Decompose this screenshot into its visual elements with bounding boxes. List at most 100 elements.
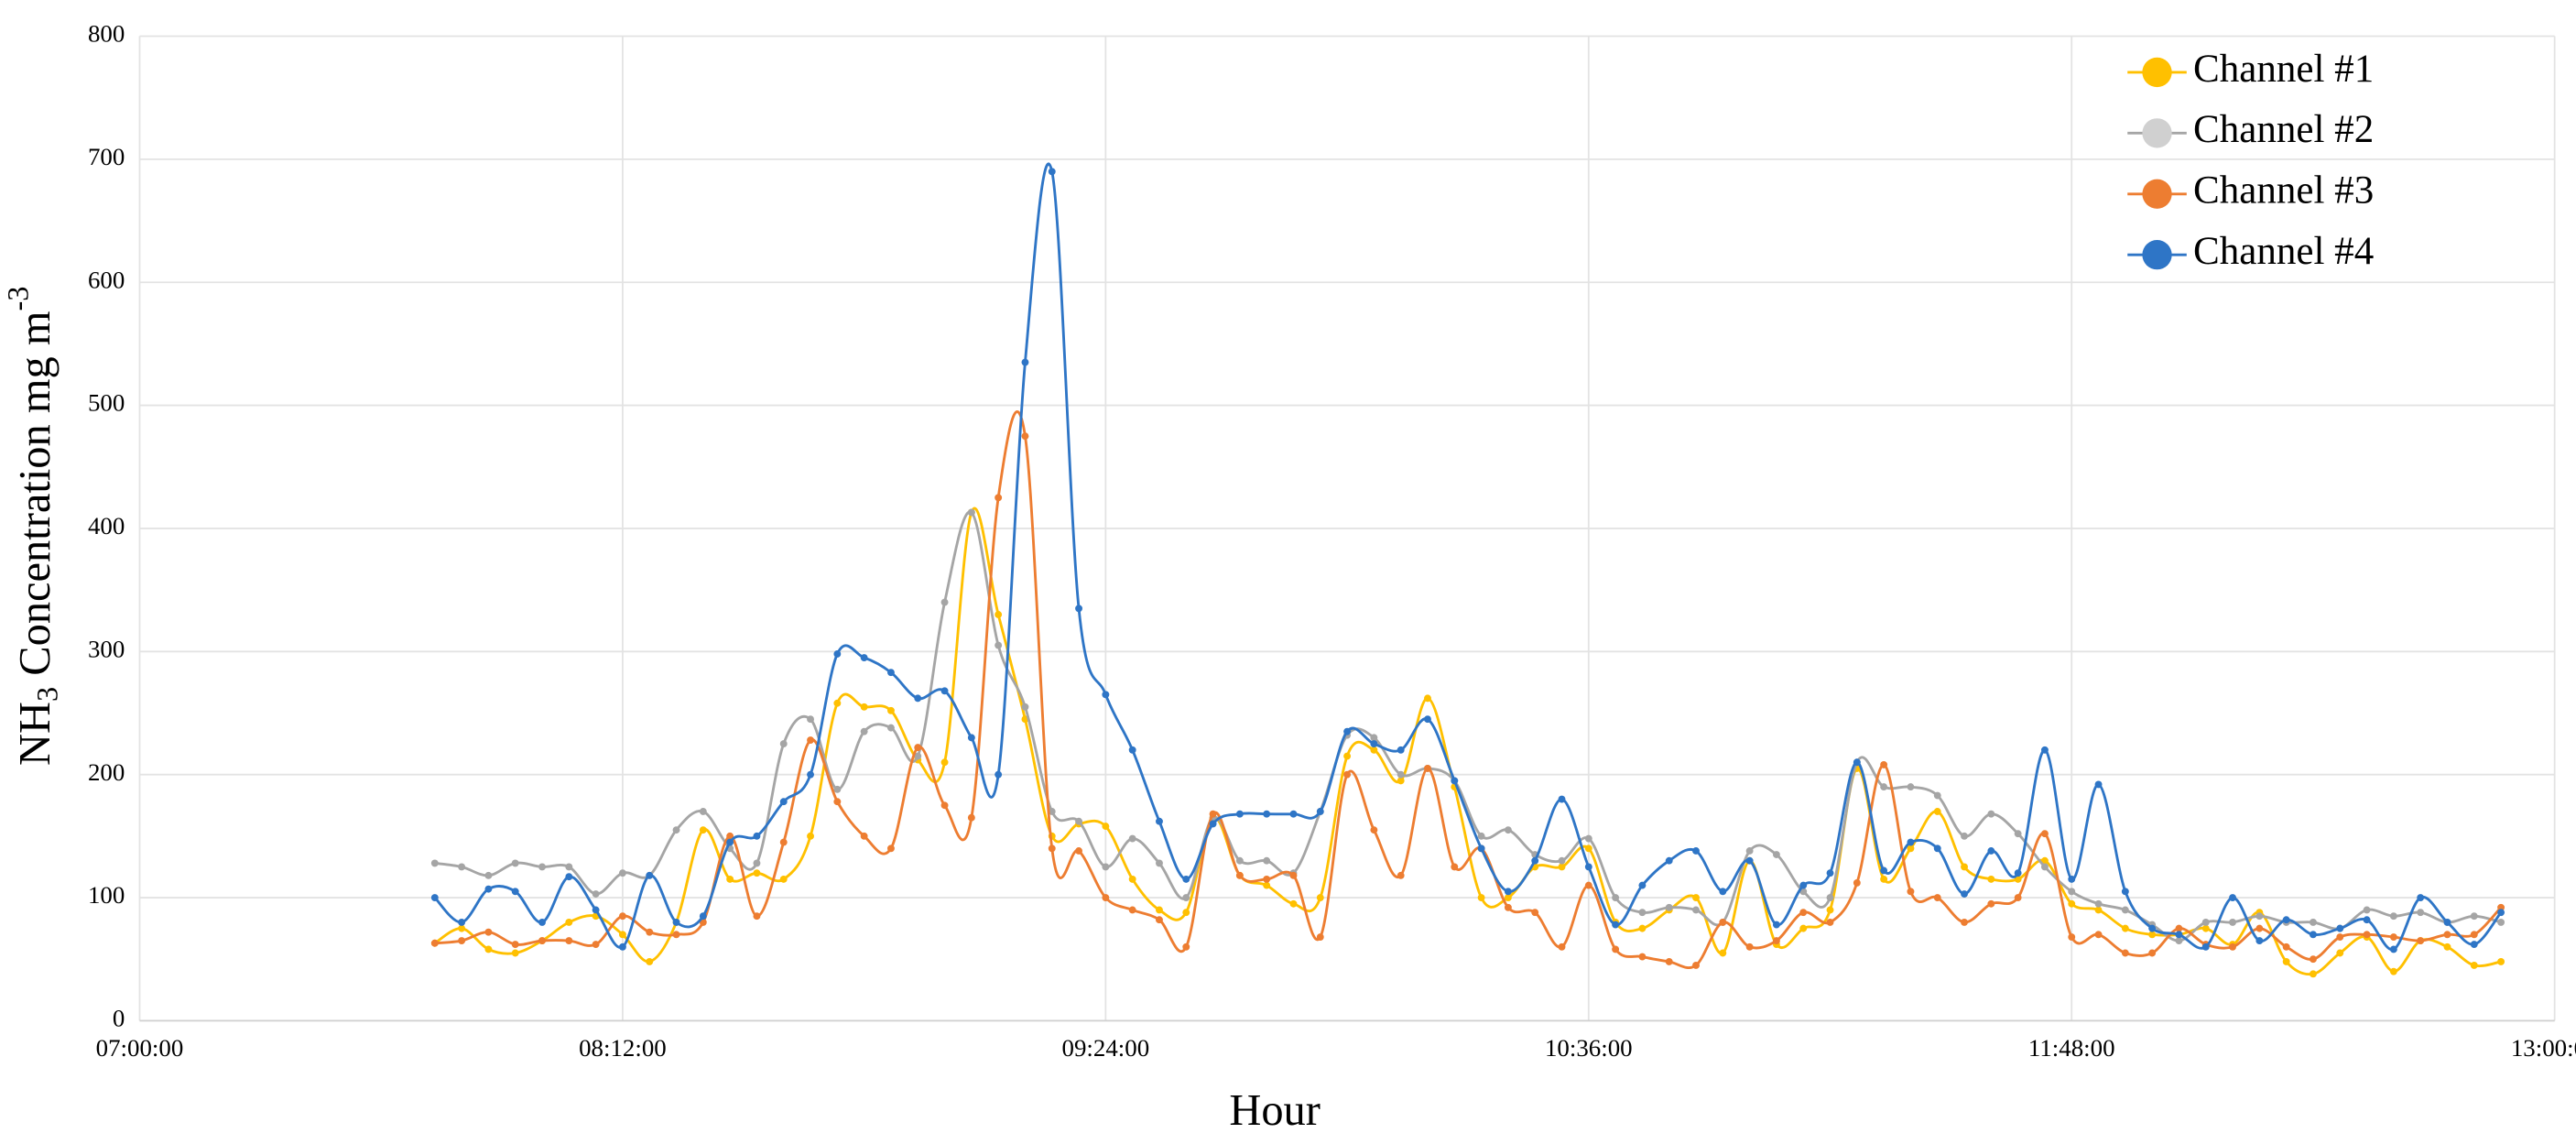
data-point — [1156, 906, 1163, 914]
data-point — [1263, 856, 1271, 865]
data-point — [2389, 912, 2397, 921]
data-point — [1021, 432, 1029, 441]
data-point — [1692, 894, 1700, 901]
data-point — [1933, 791, 1941, 800]
data-point — [1826, 869, 1834, 877]
data-point — [2470, 961, 2478, 969]
data-point — [2201, 924, 2210, 932]
data-point — [699, 912, 707, 921]
y-axis-title-sub: 3 — [31, 687, 64, 702]
data-point — [887, 706, 895, 714]
data-point — [2121, 906, 2129, 914]
data-point — [2094, 906, 2103, 914]
data-point — [1558, 856, 1566, 865]
data-point — [2175, 924, 2183, 932]
data-point — [1370, 734, 1378, 742]
data-point — [1826, 906, 1834, 914]
data-point — [2497, 957, 2505, 965]
y-tick-label: 800 — [88, 20, 125, 48]
data-point — [967, 508, 975, 517]
data-point — [833, 699, 842, 707]
data-point — [2040, 746, 2049, 754]
series-line — [434, 410, 2503, 969]
y-tick-label: 0 — [113, 1005, 125, 1032]
data-point — [1048, 844, 1056, 853]
data-point — [2068, 888, 2076, 896]
data-point — [1021, 703, 1029, 711]
data-point — [1343, 727, 1352, 735]
legend-label: Channel #4 — [2193, 230, 2374, 273]
data-point — [2282, 916, 2290, 924]
data-point — [1235, 871, 1244, 879]
data-point — [2229, 942, 2236, 951]
data-point — [672, 931, 680, 939]
data-point — [2336, 933, 2344, 941]
data-point — [1128, 906, 1136, 914]
data-point — [914, 752, 922, 760]
data-point — [646, 871, 654, 879]
data-point — [914, 744, 922, 752]
data-point — [1156, 859, 1163, 867]
data-point — [1880, 760, 1888, 768]
data-point — [1343, 770, 1352, 779]
data-point — [1987, 899, 1995, 908]
data-point — [2443, 918, 2451, 926]
data-point — [2229, 894, 2236, 901]
data-point — [1880, 875, 1888, 883]
data-point — [1316, 808, 1324, 815]
data-point — [2310, 918, 2317, 926]
y-tick-label: 700 — [88, 143, 125, 170]
data-point — [2148, 931, 2157, 939]
data-point — [1638, 881, 1647, 889]
data-point — [1424, 694, 1431, 703]
data-point — [2310, 955, 2317, 964]
data-point — [1665, 903, 1673, 911]
data-point — [1772, 851, 1780, 858]
data-point — [1289, 810, 1298, 818]
data-point — [430, 859, 439, 867]
data-point — [592, 941, 600, 949]
data-point — [995, 770, 1003, 779]
data-point — [753, 832, 761, 840]
data-point — [860, 832, 868, 840]
data-point — [1558, 863, 1566, 871]
data-point — [1075, 817, 1083, 825]
data-point — [1451, 777, 1459, 785]
data-point — [1584, 834, 1592, 843]
data-point — [2201, 942, 2210, 951]
y-tick-label: 400 — [88, 512, 125, 539]
data-point — [1799, 909, 1808, 917]
data-point — [1235, 810, 1244, 818]
data-point — [2148, 949, 2157, 957]
data-point — [2310, 931, 2317, 939]
data-point — [2121, 888, 2129, 896]
data-point — [1907, 888, 1915, 896]
legend-marker — [2142, 118, 2172, 148]
data-point — [2363, 916, 2371, 924]
legend-marker — [2142, 179, 2172, 209]
data-point — [2014, 830, 2022, 838]
data-point — [887, 724, 895, 732]
data-point — [1504, 903, 1512, 911]
data-point — [1933, 844, 1941, 853]
data-point — [511, 941, 519, 949]
data-point — [592, 890, 600, 898]
data-point — [807, 736, 814, 745]
data-point — [860, 703, 868, 711]
data-point — [592, 906, 600, 914]
data-point — [833, 650, 842, 658]
data-point — [779, 838, 788, 846]
data-point — [995, 611, 1003, 618]
data-point — [2282, 957, 2290, 965]
data-point — [699, 826, 707, 834]
data-point — [618, 931, 626, 939]
data-point — [538, 918, 546, 926]
data-point — [2068, 899, 2076, 908]
data-point — [726, 875, 734, 883]
data-point — [1156, 916, 1163, 924]
data-point — [1961, 918, 1968, 926]
data-point — [484, 885, 493, 893]
data-point — [860, 727, 868, 735]
data-point — [1235, 856, 1244, 865]
data-point — [1907, 838, 1915, 846]
